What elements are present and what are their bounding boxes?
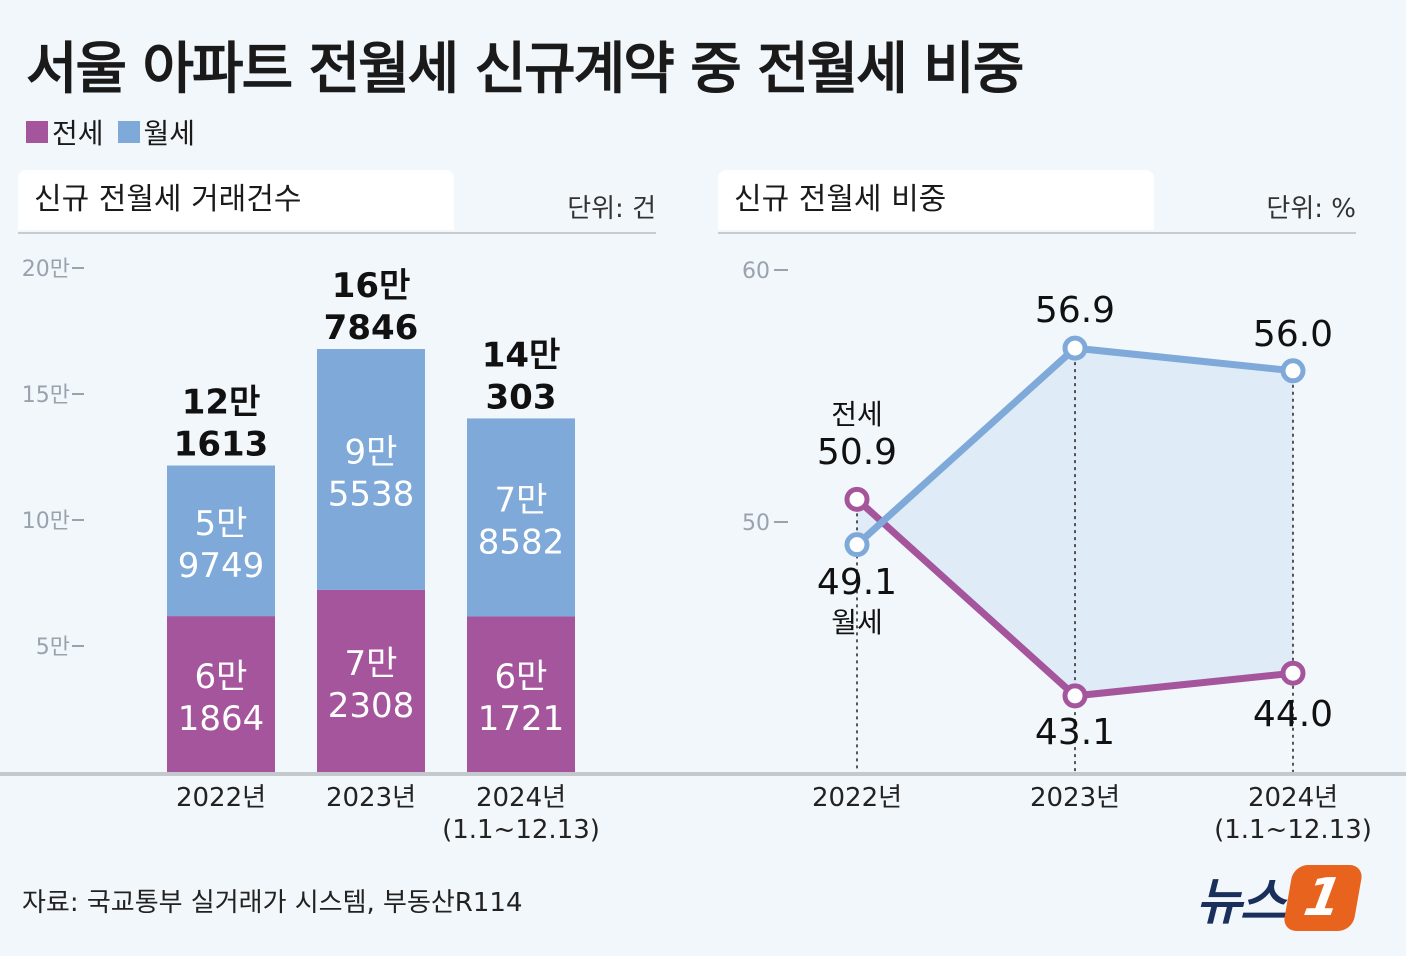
line-xtick-note-2: (1.1~12.13) xyxy=(1214,815,1372,845)
bar-wolse-label-man-0: 5만 xyxy=(195,504,248,544)
line-value-jeonse-0: 50.9 xyxy=(817,432,897,473)
bar-ytick-label-0: 5만 xyxy=(36,635,70,660)
logo-badge-text: 1 xyxy=(1299,868,1347,928)
line-point-wolse-0 xyxy=(844,532,870,558)
bar-xtick-label-1: 2023년 xyxy=(326,783,416,813)
line-panel-title: 신규 전월세 비중 xyxy=(718,170,1154,230)
bar-xtick-note-2: (1.1~12.13) xyxy=(442,815,600,845)
bar-wolse-2 xyxy=(467,418,575,617)
bar-total-label-rest-1: 7846 xyxy=(324,308,419,348)
bar-wolse-0 xyxy=(167,465,275,617)
legend-label-jeonse: 전세 xyxy=(52,117,104,150)
line-value-wolse-1: 56.9 xyxy=(1035,290,1115,331)
line-value-wolse-0: 49.1 xyxy=(817,562,897,603)
legend-swatch-wolse xyxy=(117,121,140,143)
line-area-gap xyxy=(857,348,1293,696)
bar-jeonse-0 xyxy=(167,616,275,772)
bar-wolse-label-man-1: 9만 xyxy=(345,432,398,472)
bar-total-label-man-2: 14만 xyxy=(482,335,561,375)
bar-jeonse-2 xyxy=(467,616,575,772)
line-value-wolse-2: 56.0 xyxy=(1253,314,1333,355)
bar-xtick-label-0: 2022년 xyxy=(176,783,266,813)
legend-label-wolse: 월세 xyxy=(143,117,196,150)
bar-total-label-rest-2: 303 xyxy=(486,377,557,417)
bar-wolse-1 xyxy=(317,349,425,590)
bar-unit-label: 단위: 건 xyxy=(567,194,656,224)
bar-jeonse-label-man-0: 6만 xyxy=(195,657,248,697)
legend-item-wolse: 월세 xyxy=(117,112,196,152)
bar-jeonse-label-rest-0: 1864 xyxy=(178,699,265,739)
bar-total-label-man-1: 16만 xyxy=(332,266,411,306)
bar-wolse-label-man-2: 7만 xyxy=(495,480,548,520)
bar-total-label-man-0: 12만 xyxy=(182,383,261,423)
bar-wolse-label-rest-0: 9749 xyxy=(178,546,265,586)
line-point-jeonse-1 xyxy=(1062,683,1088,709)
line-name-wolse: 월세 xyxy=(831,606,883,639)
line-point-jeonse-0 xyxy=(844,486,870,512)
line-point-wolse-2 xyxy=(1280,358,1306,384)
bar-ytick-label-1: 10만 xyxy=(22,509,70,534)
logo-badge: 1 xyxy=(1282,865,1364,931)
logo-text: 뉴스 xyxy=(1196,873,1286,931)
bar-xtick-label-2: 2024년 xyxy=(476,783,566,813)
line-panel-header: 신규 전월세 비중 단위: % xyxy=(718,170,1356,234)
source-note: 자료: 국교통부 실거래가 시스템, 부동산R114 xyxy=(22,888,523,918)
line-xtick-label-2: 2024년 xyxy=(1248,783,1338,813)
line-value-jeonse-1: 43.1 xyxy=(1035,712,1115,753)
line-name-jeonse: 전세 xyxy=(831,398,883,431)
line-value-jeonse-2: 44.0 xyxy=(1253,694,1333,735)
chart-title: 서울 아파트 전월세 신규계약 중 전월세 비중 xyxy=(26,37,1024,102)
bar-jeonse-label-rest-1: 2308 xyxy=(328,686,415,726)
line-point-wolse-1 xyxy=(1062,335,1088,361)
legend: 전세 월세 xyxy=(26,112,195,152)
bar-jeonse-label-man-1: 7만 xyxy=(345,644,398,684)
bar-jeonse-label-rest-2: 1721 xyxy=(478,699,565,739)
legend-item-jeonse: 전세 xyxy=(26,112,104,152)
legend-swatch-jeonse xyxy=(26,121,48,143)
bar-panel-title: 신규 전월세 거래건수 xyxy=(18,170,454,230)
line-ytick-label-0: 50 xyxy=(742,511,770,536)
bar-total-label-rest-0: 1613 xyxy=(174,425,269,465)
bar-ytick-label-2: 15만 xyxy=(22,383,70,408)
bar-panel-header: 신규 전월세 거래건수 단위: 건 xyxy=(18,170,656,234)
news1-logo: 뉴스 1 xyxy=(1196,862,1364,934)
line-ytick-label-1: 60 xyxy=(742,259,770,284)
line-point-jeonse-2 xyxy=(1280,660,1306,686)
bar-jeonse-1 xyxy=(317,589,425,772)
bar-wolse-label-rest-2: 8582 xyxy=(478,522,565,562)
bar-jeonse-label-man-2: 6만 xyxy=(495,657,548,697)
x-axis-baseline xyxy=(0,772,1406,776)
bar-ytick-label-3: 20만 xyxy=(22,257,70,282)
line-xtick-label-1: 2023년 xyxy=(1030,783,1120,813)
line-xtick-label-0: 2022년 xyxy=(812,783,902,813)
bar-wolse-label-rest-1: 5538 xyxy=(328,474,415,514)
line-unit-label: 단위: % xyxy=(1266,194,1356,224)
